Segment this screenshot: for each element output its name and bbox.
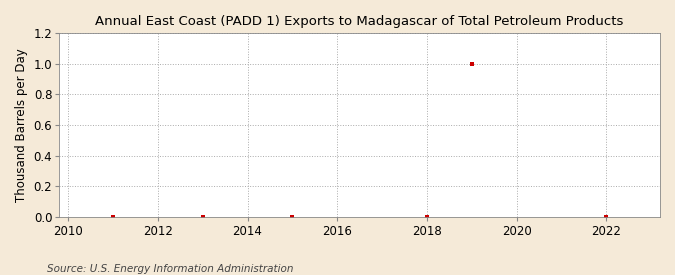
Title: Annual East Coast (PADD 1) Exports to Madagascar of Total Petroleum Products: Annual East Coast (PADD 1) Exports to Ma… [95,15,624,28]
Y-axis label: Thousand Barrels per Day: Thousand Barrels per Day [15,48,28,202]
Text: Source: U.S. Energy Information Administration: Source: U.S. Energy Information Administ… [47,264,294,274]
